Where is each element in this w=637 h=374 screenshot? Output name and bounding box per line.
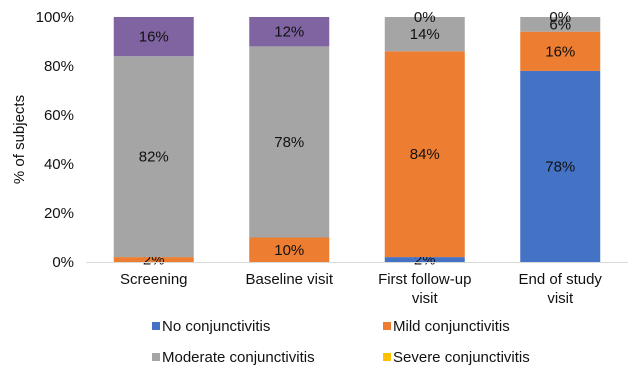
bar-segment [520,17,601,32]
data-label: 16% [139,29,169,46]
legend-label: No conjunctivitis [162,318,270,335]
bar-segment [113,257,194,262]
legend-swatch [383,353,391,361]
data-label: 6% [549,16,571,33]
data-label: 12% [274,24,304,41]
legend: No conjunctivitis Mild conjunctivitis Mode… [152,318,530,366]
bar-segment [113,17,194,57]
y-axis: 0% 20% 40% 60% 80% 100% [36,9,74,271]
x-axis: Screening Baseline visit First follow-up vi… [86,262,628,307]
data-label: 82% [139,149,169,166]
data-label: 16% [545,43,575,60]
x-tick-label: visit [412,290,439,307]
legend-swatch [152,353,160,361]
bar-segment [113,56,194,258]
bars: 2%82%16%10%78%12%2%84%14%0%78%16%6%0% [113,9,601,269]
y-axis-label: % of subjects [11,95,28,184]
bar-segment [249,237,330,262]
y-tick-label: 80% [44,58,74,75]
data-label: 0% [549,9,571,26]
bar-segment [520,70,601,263]
x-tick-label: First follow-up [378,271,471,288]
legend-swatch [383,322,391,330]
x-tick-label: Baseline visit [245,271,333,288]
y-tick-label: 40% [44,156,74,173]
legend-label: Mild conjunctivitis [393,318,510,335]
y-tick-label: 20% [44,205,74,222]
x-tick-label: visit [547,290,574,307]
y-tick-label: 0% [52,254,74,271]
data-label: 78% [274,134,304,151]
data-label: 0% [414,9,436,26]
y-tick-label: 60% [44,107,74,124]
bar-segment [249,17,330,47]
bar-segment [384,257,465,262]
data-label: 78% [545,158,575,175]
x-tick-label: Screening [120,271,188,288]
bar-segment [384,17,465,52]
x-tick-label: End of study [519,271,603,288]
y-axis-title: % of subjects [11,95,28,184]
data-label: 10% [274,242,304,259]
legend-label: Moderate conjunctivitis [162,349,315,366]
bar-segment [249,46,330,238]
legend-label: Severe conjunctivitis [393,349,530,366]
legend-swatch [152,322,160,330]
y-tick-label: 100% [36,9,74,26]
bar-segment [520,31,601,71]
data-label: 84% [410,146,440,163]
data-label: 14% [410,26,440,43]
bar-segment [384,51,465,258]
